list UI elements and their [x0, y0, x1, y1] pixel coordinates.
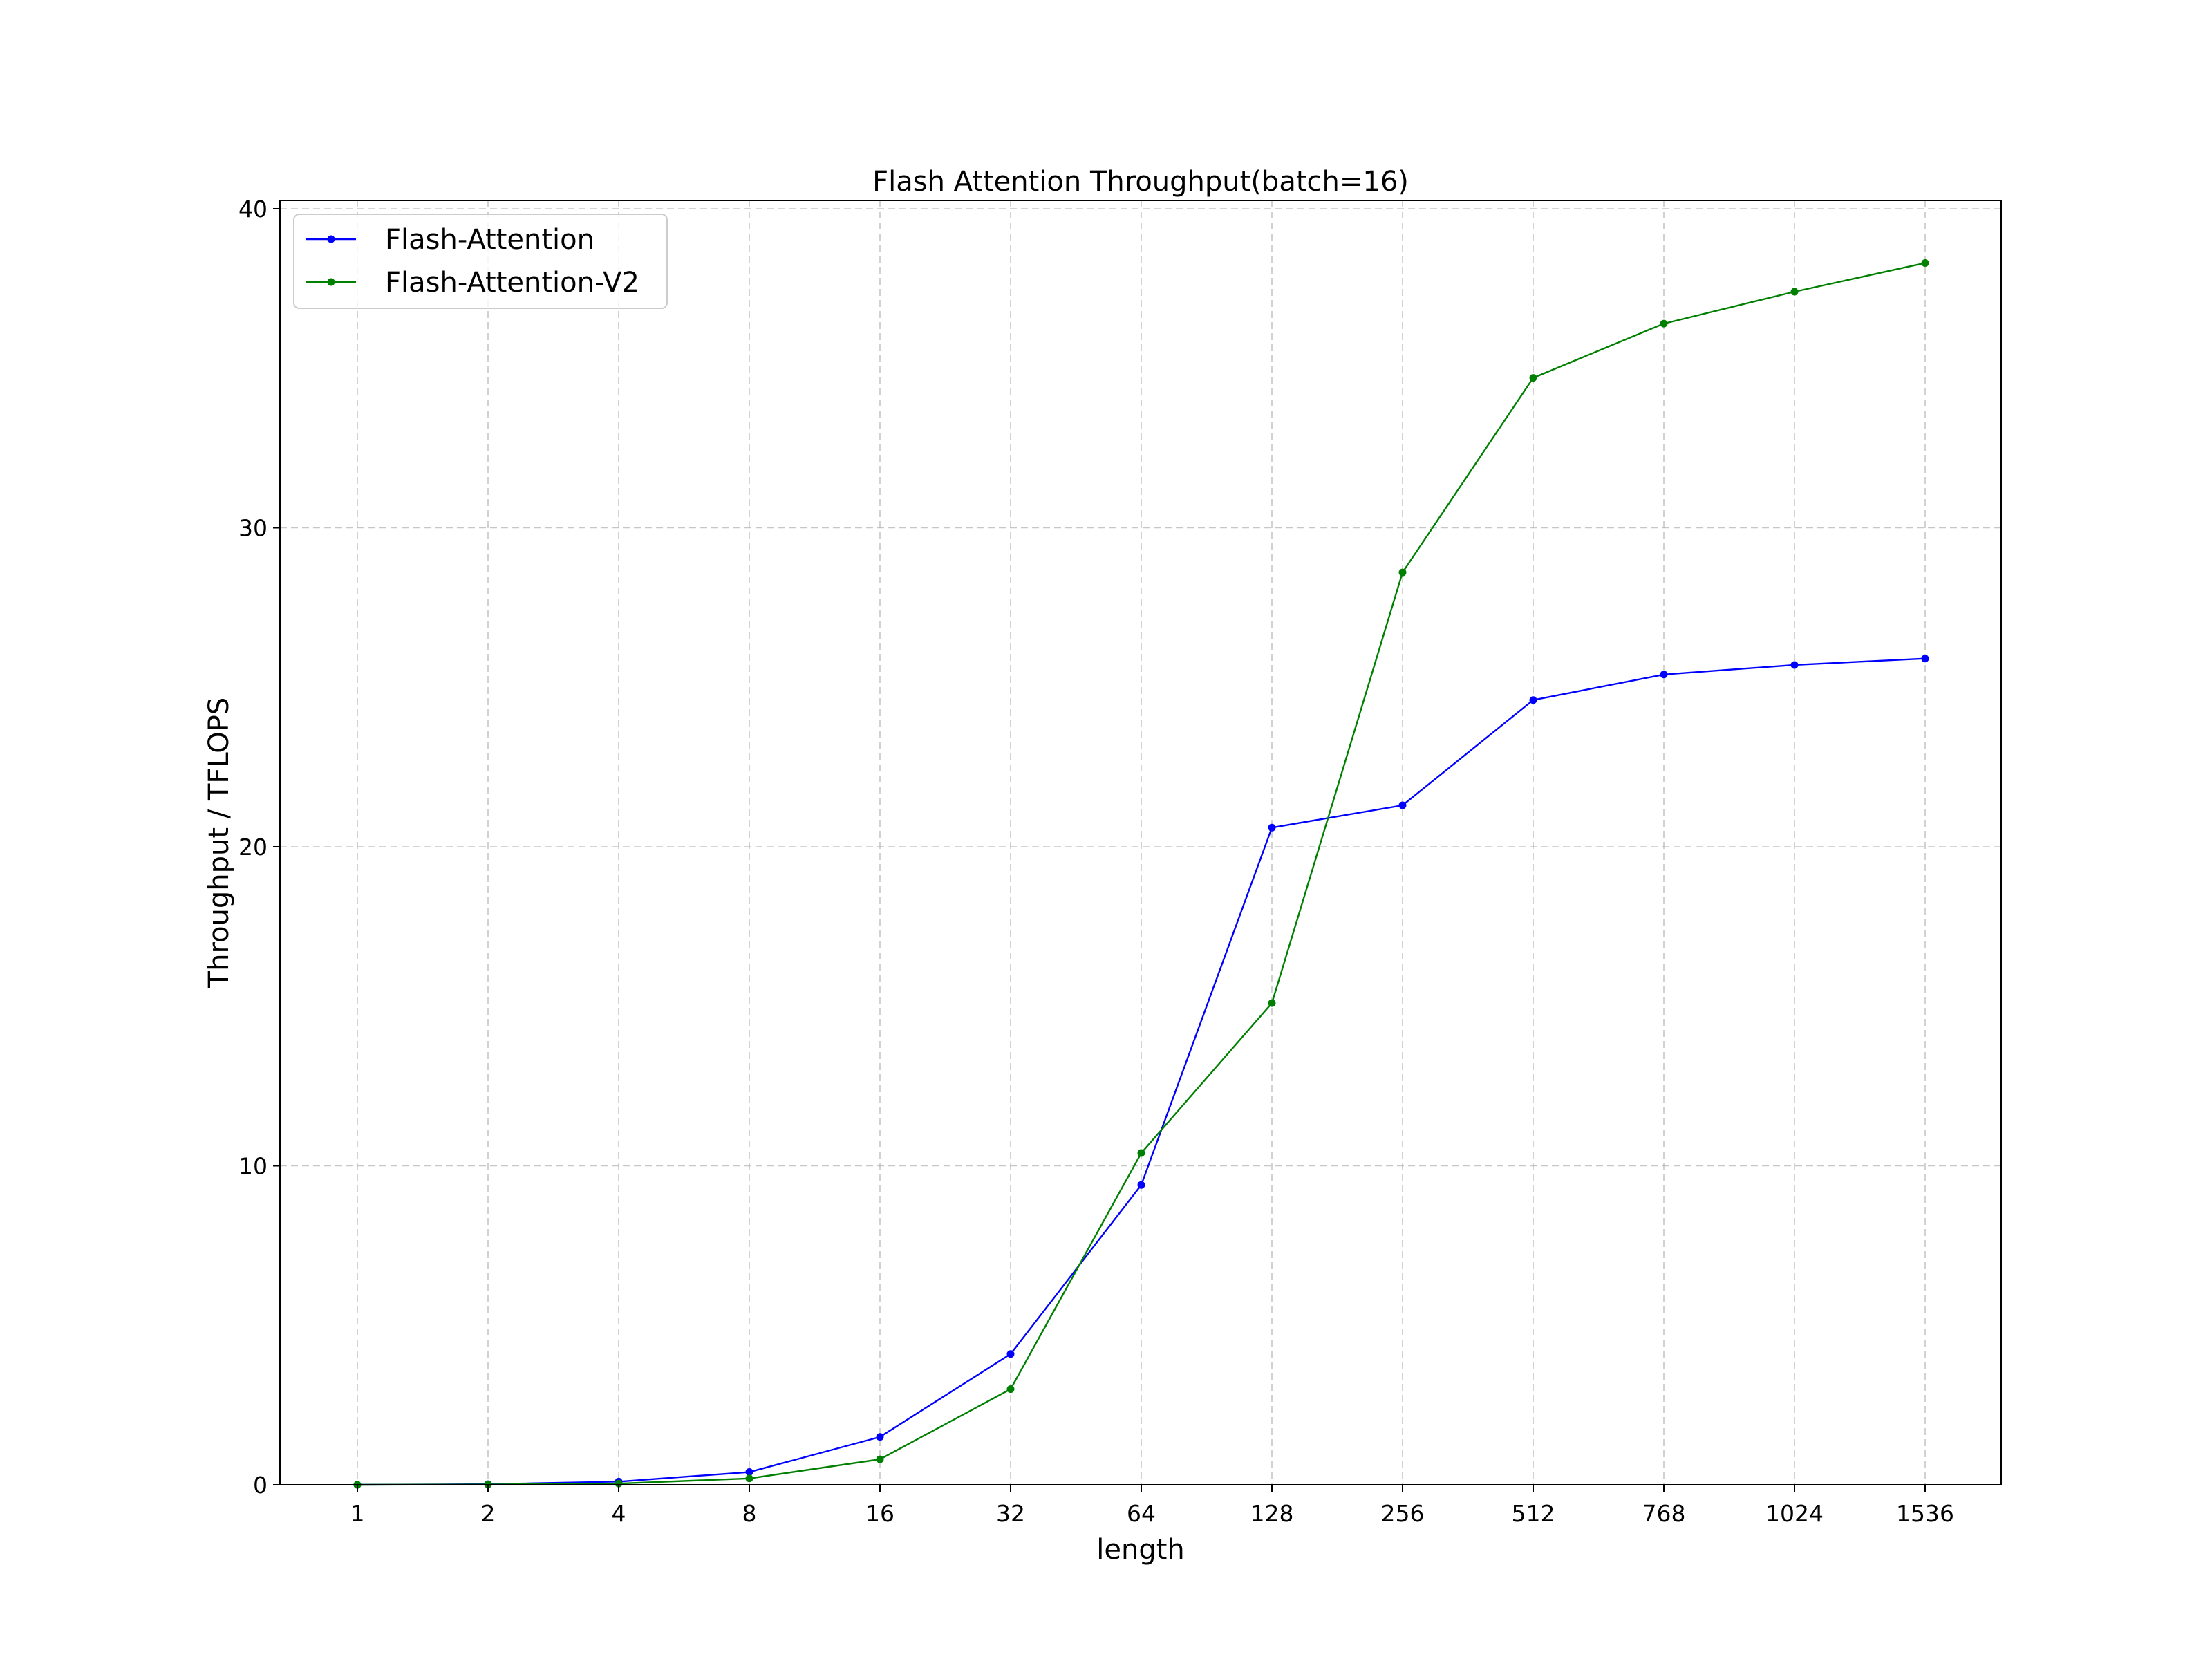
series-2-point — [1137, 1149, 1145, 1157]
series-1-point — [1921, 655, 1929, 663]
series-1-point — [1790, 661, 1799, 669]
series-2-point — [1268, 999, 1276, 1007]
series-2-point — [1529, 374, 1537, 382]
grid-lines — [280, 200, 2001, 1485]
series-2-point — [1006, 1385, 1015, 1394]
x-tick-label: 16 — [865, 1500, 894, 1527]
series-1-point — [745, 1468, 753, 1477]
x-tick-label: 64 — [1127, 1500, 1156, 1527]
x-tick-label: 768 — [1642, 1500, 1686, 1527]
y-tick-label: 20 — [238, 834, 268, 861]
x-tick-label: 256 — [1381, 1500, 1425, 1527]
series-1-point — [876, 1433, 884, 1441]
y-tick-label: 10 — [238, 1153, 268, 1180]
x-tick-label: 1 — [350, 1500, 365, 1527]
y-tick-label: 40 — [238, 196, 268, 223]
legend: Flash-Attention Flash-Attention-V2 — [293, 214, 668, 309]
y-axis: 0 10 20 30 40 — [238, 196, 280, 1499]
x-tick-label: 512 — [1512, 1500, 1555, 1527]
x-tick-label: 128 — [1250, 1500, 1294, 1527]
series-2-point — [876, 1455, 884, 1463]
series-2-point — [1790, 288, 1799, 296]
series-1-point — [1529, 696, 1537, 704]
chart-title: Flash Attention Throughput(batch=16) — [872, 166, 1409, 198]
x-tick-label: 32 — [996, 1500, 1025, 1527]
legend-box — [293, 214, 668, 309]
legend-marker — [327, 278, 335, 286]
legend-label: Flash-Attention-V2 — [385, 267, 639, 299]
series-1-point — [1660, 671, 1668, 679]
series-1-point — [1398, 801, 1407, 809]
series-2-point — [745, 1474, 753, 1483]
series-2-point — [1660, 319, 1668, 328]
series-2-point — [1921, 259, 1929, 267]
x-tick-label: 1536 — [1896, 1500, 1954, 1527]
series-layer — [353, 259, 1929, 1489]
x-axis-title: length — [1096, 1534, 1185, 1566]
series-1-point — [1137, 1181, 1145, 1189]
x-tick-label: 8 — [742, 1500, 757, 1527]
series-2-point — [1398, 568, 1407, 577]
y-tick-label: 0 — [253, 1472, 268, 1499]
y-tick-label: 30 — [238, 515, 268, 542]
y-axis-title: Throughput / TFLOPS — [203, 697, 235, 989]
series-1-point — [1006, 1350, 1015, 1358]
legend-marker — [327, 235, 335, 243]
legend-label: Flash-Attention — [385, 224, 594, 256]
series-1-point — [1268, 823, 1276, 832]
x-axis: 1 2 4 8 16 32 64 128 256 512 768 1024 1536 — [350, 1485, 1954, 1527]
x-tick-label: 2 — [481, 1500, 496, 1527]
x-tick-label: 1024 — [1765, 1500, 1824, 1527]
x-tick-label: 4 — [612, 1500, 626, 1527]
